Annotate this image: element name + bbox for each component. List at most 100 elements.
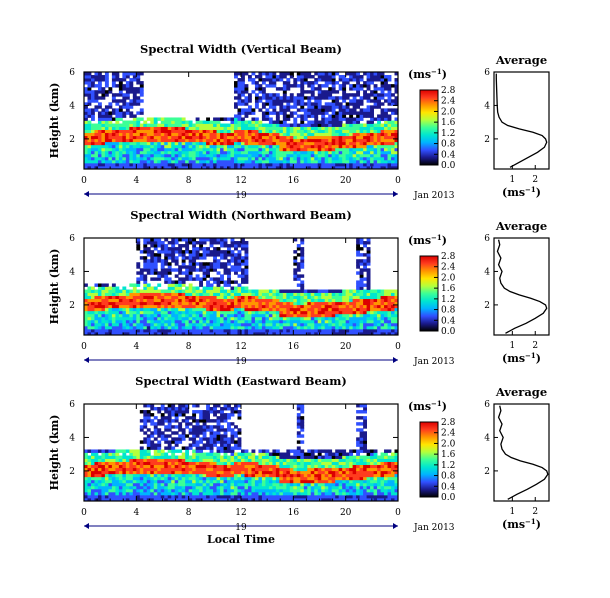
heatmap-cell: [237, 265, 242, 269]
heatmap-cell: [286, 307, 291, 312]
heatmap-cell: [192, 313, 197, 318]
heatmap-cell: [202, 434, 207, 438]
heatmap-cell: [97, 129, 102, 134]
heatmap-cell: [118, 485, 123, 490]
heatmap-cell: [286, 81, 291, 85]
heatmap-cell: [87, 150, 92, 155]
heatmap-cell: [296, 277, 301, 281]
heatmap-cell: [384, 289, 388, 293]
heatmap-cell: [111, 165, 116, 170]
heatmap-cell: [171, 289, 176, 293]
heatmap-cell: [213, 150, 217, 155]
heatmap-cell: [199, 316, 204, 321]
heatmap-cell: [366, 81, 371, 85]
heatmap-cell: [199, 446, 204, 450]
heatmap-cell: [195, 431, 200, 435]
heatmap-cell: [136, 313, 141, 318]
heatmap-cell: [241, 147, 245, 152]
heatmap-cell: [129, 81, 134, 85]
heatmap-cell: [349, 289, 354, 293]
heatmap-cell: [164, 250, 169, 254]
heatmap-cell: [394, 289, 399, 293]
heatmap-cell: [171, 404, 176, 408]
heatmap-cell: [296, 165, 301, 170]
heatmap-cell: [286, 114, 291, 118]
heatmap-cell: [377, 307, 381, 312]
heatmap-cell: [101, 307, 106, 312]
heatmap-cell: [178, 316, 183, 321]
heatmap-cell: [289, 150, 294, 155]
heatmap-cell: [150, 271, 155, 275]
heatmap-cell: [366, 72, 371, 76]
heatmap-cell: [265, 328, 270, 333]
heatmap-cell: [251, 301, 256, 306]
heatmap-cell: [167, 144, 172, 149]
heatmap-cell: [84, 165, 88, 170]
heatmap-cell: [258, 319, 263, 324]
heatmap-cell: [192, 328, 197, 333]
heatmap-cell: [338, 319, 343, 324]
heatmap-cell: [160, 494, 165, 499]
heatmap-cell: [261, 153, 266, 158]
heatmap-cell: [296, 138, 301, 143]
heatmap-cell: [178, 132, 183, 137]
heatmap-cell: [293, 325, 298, 330]
heatmap-cell: [296, 99, 301, 103]
heatmap-cell: [188, 443, 193, 447]
heatmap-cell: [237, 322, 242, 327]
heatmap-cell: [139, 150, 144, 155]
heatmap-cell: [335, 331, 340, 336]
heatmap-cell: [90, 286, 95, 290]
heatmap-cell: [153, 123, 158, 127]
heatmap-cell: [373, 141, 378, 146]
heatmap-cell: [192, 464, 197, 469]
heatmap-cell: [178, 271, 183, 275]
heatmap-cell: [101, 295, 106, 300]
heatmap-cell: [185, 301, 190, 306]
heatmap-cell: [303, 319, 308, 324]
heatmap-cell: [153, 416, 158, 420]
heatmap-cell: [87, 123, 92, 127]
heatmap-cell: [363, 241, 367, 245]
heatmap-cell: [307, 108, 312, 112]
heatmap-cell: [272, 331, 277, 336]
heatmap-cell: [206, 322, 210, 327]
heatmap-cell: [342, 328, 347, 333]
heatmap-cell: [206, 301, 210, 306]
heatmap-cell: [342, 307, 347, 312]
heatmap-cell: [178, 298, 183, 303]
heatmap-cell: [122, 102, 127, 106]
heatmap-cell: [244, 313, 249, 318]
heatmap-cell: [125, 126, 130, 130]
heatmap-cell: [174, 250, 179, 254]
heatmap-cell: [181, 407, 186, 411]
heatmap-cell: [115, 304, 120, 309]
heatmap-cell: [345, 147, 350, 152]
heatmap-cell: [202, 147, 207, 152]
heatmap-cell: [247, 111, 252, 115]
heatmap-cell: [359, 108, 364, 112]
heatmap-cell: [275, 316, 280, 321]
heatmap-cell: [244, 259, 249, 263]
heatmap-cell: [359, 150, 364, 155]
heatmap-cell: [213, 280, 217, 284]
heatmap-cell: [157, 277, 162, 281]
heatmap-cell: [352, 111, 357, 115]
heatmap-cell: [289, 325, 294, 330]
heatmap-cell: [143, 404, 148, 408]
heatmap-cell: [251, 123, 256, 127]
heatmap-cell: [136, 147, 141, 152]
heatmap-cell: [380, 328, 385, 333]
heatmap-cell: [359, 322, 364, 327]
heatmap-cell: [167, 473, 172, 478]
heatmap-cell: [185, 476, 190, 481]
heatmap-cell: [223, 301, 228, 306]
heatmap-cell: [373, 126, 378, 130]
heatmap-cell: [157, 422, 162, 426]
heatmap-cell: [254, 301, 259, 306]
heatmap-cell: [345, 138, 350, 143]
heatmap-cell: [129, 123, 134, 127]
heatmap-cell: [199, 470, 204, 475]
heatmap-cell: [227, 316, 231, 321]
heatmap-cell: [139, 138, 144, 143]
